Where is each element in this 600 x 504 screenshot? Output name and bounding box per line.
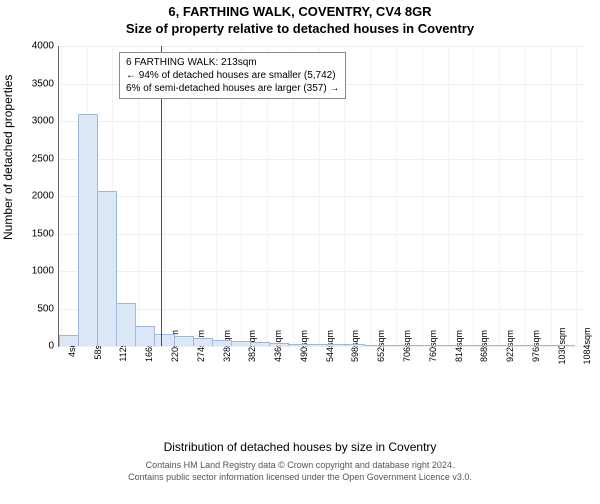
x-tick-label: 814sqm xyxy=(448,330,464,362)
histogram-bar xyxy=(517,345,537,346)
annotation-line: ← 94% of detached houses are smaller (5,… xyxy=(126,69,339,82)
x-gridline xyxy=(576,46,577,346)
y-tick-label: 2000 xyxy=(32,191,59,202)
y-tick-label: 1000 xyxy=(32,266,59,277)
x-gridline xyxy=(61,46,62,346)
histogram-bar xyxy=(479,345,499,346)
annotation-box: 6 FARTHING WALK: 213sqm← 94% of detached… xyxy=(119,52,346,99)
x-tick-label: 868sqm xyxy=(473,330,489,362)
histogram-bar xyxy=(460,345,480,346)
x-gridline xyxy=(422,46,423,346)
attribution-line-2: Contains public sector information licen… xyxy=(0,472,600,484)
y-tick-label: 4000 xyxy=(32,41,59,52)
histogram-bar xyxy=(288,344,308,347)
x-tick-label: 436sqm xyxy=(267,330,283,362)
page-title-address: 6, FARTHING WALK, COVENTRY, CV4 8GR xyxy=(0,4,600,19)
attribution-line-1: Contains HM Land Registry data © Crown c… xyxy=(0,460,600,472)
histogram-bar xyxy=(364,345,384,346)
annotation-line: 6% of semi-detached houses are larger (3… xyxy=(126,82,339,95)
y-tick-label: 500 xyxy=(37,303,59,314)
histogram-bar xyxy=(422,345,442,346)
x-gridline xyxy=(551,46,552,346)
histogram-bar xyxy=(59,335,79,346)
histogram-bar xyxy=(231,341,251,346)
x-tick-label: 1084sqm xyxy=(576,327,592,364)
x-tick-label: 760sqm xyxy=(422,330,438,362)
attribution-text: Contains HM Land Registry data © Crown c… xyxy=(0,460,600,483)
y-tick-label: 2500 xyxy=(32,153,59,164)
histogram-bar xyxy=(250,342,270,346)
histogram-bar xyxy=(212,340,232,346)
x-tick-label: 382sqm xyxy=(241,330,257,362)
chart-container: Number of detached properties 0500100015… xyxy=(0,40,600,440)
histogram-bar xyxy=(536,345,556,346)
histogram-bar xyxy=(555,345,575,346)
histogram-bar xyxy=(498,345,518,346)
x-tick-label: 706sqm xyxy=(396,330,412,362)
plot-area: 050010001500200025003000350040004sqm58sq… xyxy=(58,46,584,347)
x-tick-label: 490sqm xyxy=(293,330,309,362)
y-tick-label: 1500 xyxy=(32,228,59,239)
x-gridline xyxy=(499,46,500,346)
x-gridline xyxy=(525,46,526,346)
histogram-bar xyxy=(174,336,194,346)
histogram-bar xyxy=(403,345,423,346)
histogram-bar xyxy=(193,338,213,346)
x-gridline xyxy=(448,46,449,346)
y-tick-label: 3000 xyxy=(32,116,59,127)
x-tick-label: 274sqm xyxy=(190,330,206,362)
x-tick-label: 1030sqm xyxy=(551,327,567,364)
page-title-subtitle: Size of property relative to detached ho… xyxy=(0,21,600,36)
x-tick-label: 922sqm xyxy=(499,330,515,362)
x-tick-label: 976sqm xyxy=(525,330,541,362)
x-tick-label: 544sqm xyxy=(319,330,335,362)
x-tick-label: 328sqm xyxy=(216,330,232,362)
x-gridline xyxy=(370,46,371,346)
histogram-bar xyxy=(116,303,136,346)
x-axis-label: Distribution of detached houses by size … xyxy=(0,440,600,454)
x-tick-label: 598sqm xyxy=(344,330,360,362)
histogram-bar xyxy=(269,343,289,346)
x-tick-label: 652sqm xyxy=(370,330,386,362)
histogram-bar xyxy=(307,344,327,346)
y-tick-label: 3500 xyxy=(32,78,59,89)
y-tick-label: 0 xyxy=(48,341,59,352)
histogram-bar xyxy=(154,334,174,346)
x-gridline xyxy=(396,46,397,346)
histogram-bar xyxy=(384,345,404,346)
histogram-bar xyxy=(326,344,346,346)
histogram-bar xyxy=(135,326,155,347)
histogram-bar xyxy=(97,191,117,346)
histogram-bar xyxy=(78,114,98,346)
histogram-bar xyxy=(345,344,365,346)
histogram-bar xyxy=(441,345,461,346)
y-axis-label: Number of detached properties xyxy=(1,75,15,240)
x-gridline xyxy=(473,46,474,346)
annotation-line: 6 FARTHING WALK: 213sqm xyxy=(126,56,339,69)
